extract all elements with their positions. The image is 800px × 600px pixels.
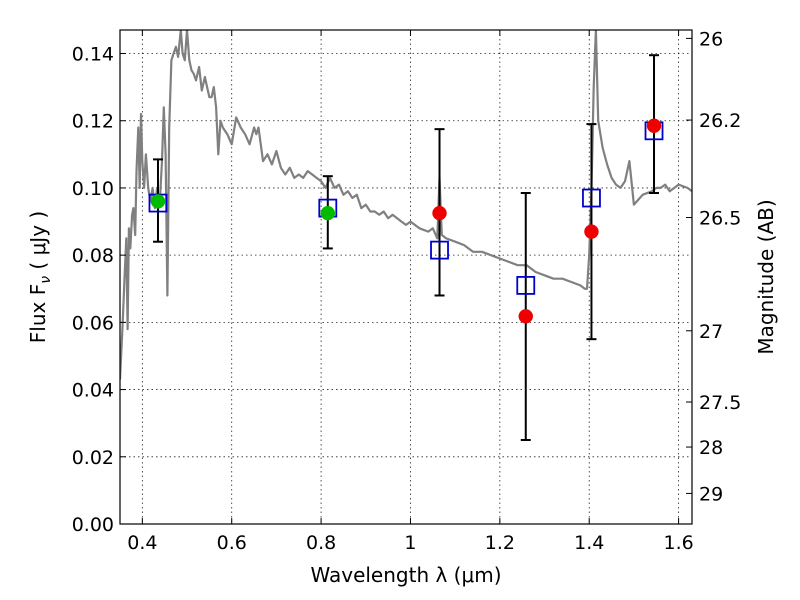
x-tick-label: 1.2 — [485, 532, 515, 554]
y-tick-label: 0.12 — [72, 111, 114, 133]
y-tick-label: 0.14 — [72, 44, 114, 66]
x-tick-label: 1.4 — [574, 532, 604, 554]
right-axis-label: Magnitude (AB) — [754, 199, 778, 354]
x-axis-ticks: 0.4 0.6 0.8 1 1.2 1.4 1.6 — [127, 30, 694, 554]
y-tick-label: 0.02 — [72, 447, 114, 469]
x-tick-label: 1.6 — [663, 532, 693, 554]
spectrum-line — [120, 30, 692, 380]
magnitude-tick-label: 27 — [699, 321, 723, 343]
observed-circle-marker — [320, 205, 336, 221]
y-tick-label: 0.06 — [72, 312, 114, 334]
x-tick-label: 1 — [404, 532, 416, 554]
model-square-marker — [430, 240, 449, 260]
observed-circle-marker — [432, 205, 447, 221]
grid-lines — [120, 30, 692, 524]
observed-circle-marker — [150, 194, 166, 209]
magnitude-tick-label: 26 — [699, 28, 723, 50]
x-axis-label: Wavelength λ (μm) — [310, 563, 501, 587]
magnitude-tick-label: 29 — [699, 483, 723, 505]
y-axis-label-unit: ( μJy ) — [26, 211, 50, 276]
magnitude-tick-label: 26.5 — [699, 208, 741, 230]
observed-circle-marker — [646, 118, 662, 134]
plot-frame — [119, 29, 693, 525]
observed-circle-marker — [518, 309, 534, 324]
x-tick-label: 0.4 — [127, 532, 157, 554]
y-axis-label: Flux Fν ( μJy ) — [26, 211, 54, 343]
observed-circle-marker — [584, 224, 599, 239]
y-tick-label: 0.00 — [72, 514, 114, 536]
magnitude-tick-label: 26.2 — [699, 110, 741, 132]
model-markers — [148, 121, 664, 295]
magnitude-tick-label: 27.5 — [699, 392, 741, 414]
y-axis-label-main: Flux F — [26, 284, 50, 343]
y-axis-ticks: 0.00 0.02 0.04 0.06 0.08 0.10 0.12 0.14 — [72, 44, 126, 536]
y-axis-label-subscript: ν — [38, 276, 54, 284]
y-tick-label: 0.10 — [72, 178, 114, 200]
model-square-marker — [516, 276, 536, 295]
y-tick-label: 0.08 — [72, 245, 114, 267]
magnitude-axis-ticks: 26 26.2 26.5 27 27.5 28 29 — [686, 28, 741, 505]
observed-markers — [150, 118, 662, 324]
x-tick-label: 0.6 — [217, 532, 247, 554]
magnitude-tick-label: 28 — [699, 437, 723, 459]
y-tick-label: 0.04 — [72, 380, 114, 402]
model-square-marker — [582, 188, 601, 208]
x-tick-label: 0.8 — [306, 532, 336, 554]
